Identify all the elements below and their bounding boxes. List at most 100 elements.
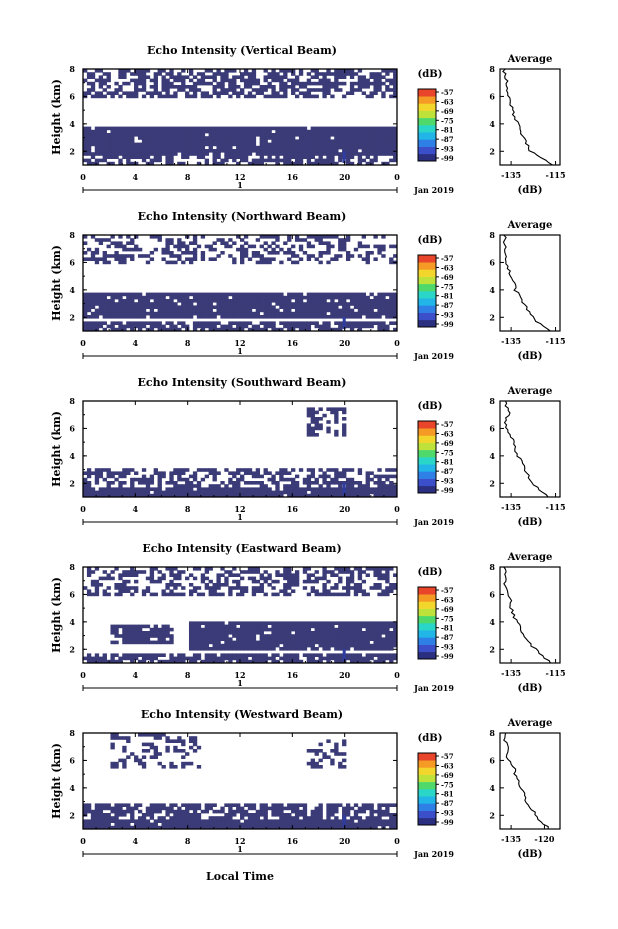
- echo-cell: [287, 656, 292, 661]
- echo-cell: [326, 158, 331, 163]
- echo-cell: [294, 583, 300, 587]
- echo-cell: [126, 145, 131, 150]
- echo-cell: [169, 75, 174, 79]
- echo-cell: [251, 88, 257, 92]
- echo-cell: [169, 487, 174, 491]
- echo-cell: [314, 481, 319, 485]
- echo-cell: [200, 468, 206, 472]
- echo-cell: [283, 91, 288, 95]
- echo-cell: [267, 257, 272, 261]
- echo-cell: [310, 305, 315, 309]
- echo-cell: [130, 624, 135, 629]
- echo-cell: [314, 420, 319, 424]
- echo-cell: [247, 244, 253, 249]
- echo-cell: [322, 627, 327, 632]
- echo-cell: [236, 308, 241, 313]
- echo-cell: [279, 139, 284, 143]
- echo-cell: [377, 640, 382, 645]
- echo-cell: [102, 88, 107, 92]
- echo-cell: [216, 142, 221, 147]
- echo-cell: [204, 656, 210, 661]
- echo-cell: [126, 302, 131, 306]
- echo-cell: [216, 487, 221, 491]
- echo-cell: [357, 570, 363, 574]
- echo-cell: [294, 139, 300, 143]
- echo-cell: [212, 484, 217, 488]
- echo-cell: [224, 647, 229, 651]
- echo-cell: [173, 825, 178, 830]
- echo-cell: [259, 487, 264, 491]
- echo-cell: [141, 631, 147, 635]
- echo-cell: [165, 311, 170, 316]
- x-tick-label: 4: [133, 670, 139, 680]
- echo-cell: [393, 624, 398, 629]
- echo-cell: [177, 75, 182, 79]
- echo-cell: [393, 586, 398, 590]
- echo-cell: [338, 647, 343, 651]
- echo-cell: [208, 579, 213, 584]
- echo-cell: [173, 94, 178, 99]
- echo-cell: [126, 235, 131, 239]
- echo-cell: [251, 327, 257, 332]
- echo-cell: [114, 583, 119, 587]
- echo-cell: [114, 88, 119, 92]
- echo-cell: [208, 129, 213, 134]
- echo-cell: [263, 321, 268, 325]
- echo-cell: [118, 809, 123, 814]
- echo-cell: [196, 139, 202, 143]
- echo-cell: [287, 139, 292, 143]
- echo-cell: [251, 324, 257, 329]
- echo-cell: [196, 803, 202, 807]
- echo-cell: [188, 305, 194, 309]
- echo-cell: [334, 583, 339, 587]
- echo-cell: [302, 647, 308, 651]
- echo-cell: [298, 324, 304, 329]
- echo-cell: [393, 75, 398, 79]
- echo-cell: [126, 653, 131, 657]
- echo-cell: [224, 468, 229, 472]
- y-tick-label: 4: [69, 451, 75, 461]
- echo-cell: [283, 75, 288, 79]
- echo-cell: [342, 238, 347, 242]
- echo-cell: [271, 139, 276, 143]
- echo-cell: [361, 321, 367, 325]
- echo-cell: [240, 624, 245, 629]
- echo-cell: [98, 311, 104, 316]
- echo-cell: [294, 158, 300, 163]
- colorbar-segment: [418, 255, 436, 263]
- echo-cell: [232, 487, 237, 491]
- colorbar-segment: [418, 457, 436, 465]
- echo-cell: [302, 295, 308, 300]
- echo-cell: [381, 292, 386, 297]
- echo-cell: [130, 315, 135, 319]
- echo-cell: [149, 653, 155, 657]
- echo-cell: [247, 490, 253, 495]
- echo-cell: [389, 487, 394, 491]
- echo-cell: [94, 315, 100, 319]
- echo-cell: [255, 816, 261, 820]
- colorbar-tick-label: -75: [441, 448, 454, 457]
- echo-cell: [373, 481, 378, 485]
- echo-cell: [381, 592, 386, 597]
- profile-y-tick-label: 6: [489, 91, 495, 101]
- echo-cell: [369, 324, 374, 329]
- echo-cell: [220, 158, 225, 163]
- echo-cell: [181, 592, 186, 597]
- echo-cell: [90, 324, 96, 329]
- echo-cell: [169, 145, 174, 150]
- echo-cell: [157, 155, 162, 159]
- echo-cell: [122, 579, 127, 584]
- echo-cell: [110, 327, 115, 332]
- echo-cell: [373, 311, 378, 316]
- echo-cell: [122, 136, 127, 140]
- echo-cell: [200, 634, 206, 638]
- echo-cell: [279, 152, 284, 156]
- echo-cell: [157, 321, 162, 325]
- echo-cell: [259, 624, 264, 629]
- echo-cell: [216, 152, 221, 156]
- echo-cell: [153, 78, 158, 83]
- echo-cell: [283, 142, 288, 147]
- echo-cell: [141, 761, 147, 766]
- echo-cell: [357, 631, 363, 635]
- echo-cell: [267, 324, 272, 329]
